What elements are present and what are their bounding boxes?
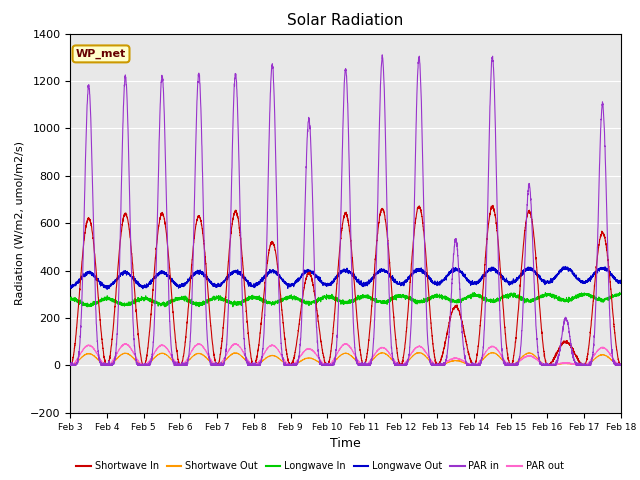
X-axis label: Time: Time (330, 437, 361, 450)
Y-axis label: Radiation (W/m2, umol/m2/s): Radiation (W/m2, umol/m2/s) (15, 141, 24, 305)
Title: Solar Radiation: Solar Radiation (287, 13, 404, 28)
Text: WP_met: WP_met (76, 49, 126, 59)
Legend: Shortwave In, Shortwave Out, Longwave In, Longwave Out, PAR in, PAR out: Shortwave In, Shortwave Out, Longwave In… (72, 457, 568, 475)
